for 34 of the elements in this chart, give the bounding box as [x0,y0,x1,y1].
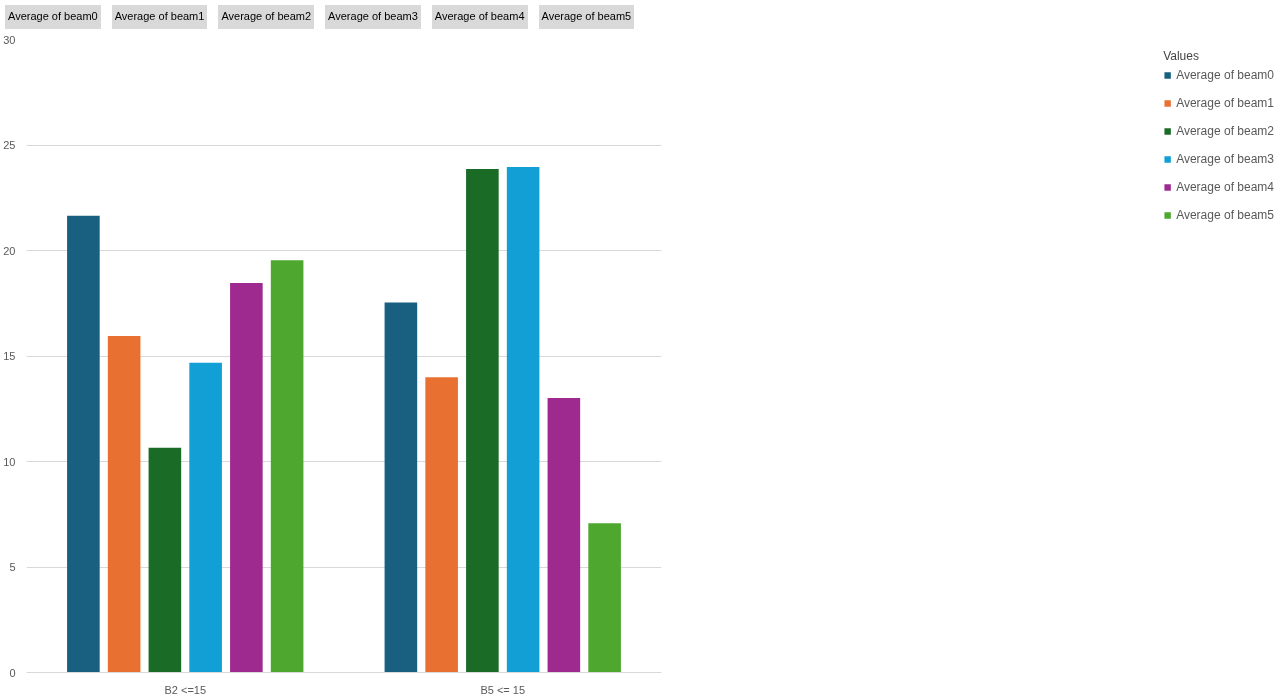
text: Average of beam4 [434,9,525,24]
bar [466,168,499,673]
legend-label: Average of beam1 [1176,95,1274,110]
y-tick-label: 30 [3,33,16,46]
bar [107,335,141,673]
legend-label: Average of beam0 [1176,67,1274,82]
y-tick-label: 0 [9,666,16,679]
bar [148,447,182,673]
bar [270,259,304,673]
x-tick-label: B2 <=15 [164,683,207,696]
bar [189,362,222,673]
legend-title: Values [1163,48,1200,63]
text: Average of beam0 [8,9,98,24]
bar [547,397,581,673]
text: Average of beam3 [328,9,418,24]
bar [230,282,263,673]
y-tick-label: 5 [9,560,16,573]
text: Average of beam1 [114,9,205,24]
y-tick-label: 20 [3,244,16,257]
legend-label: Average of beam5 [1176,207,1274,222]
text: Average of beam5 [541,9,632,24]
legend-label: Average of beam3 [1176,151,1274,166]
bar [588,523,621,673]
bar [384,302,418,673]
bar [67,215,100,673]
legend-label: Average of beam2 [1176,123,1274,138]
legend-label: Average of beam4 [1176,179,1274,194]
y-tick-label: 15 [3,349,16,362]
bar [506,166,540,673]
text: Average of beam2 [221,9,312,24]
y-tick-label: 25 [3,138,16,151]
x-tick-label: B5 <= 15 [480,683,526,696]
y-tick-label: 10 [3,455,16,468]
bar [425,377,458,673]
